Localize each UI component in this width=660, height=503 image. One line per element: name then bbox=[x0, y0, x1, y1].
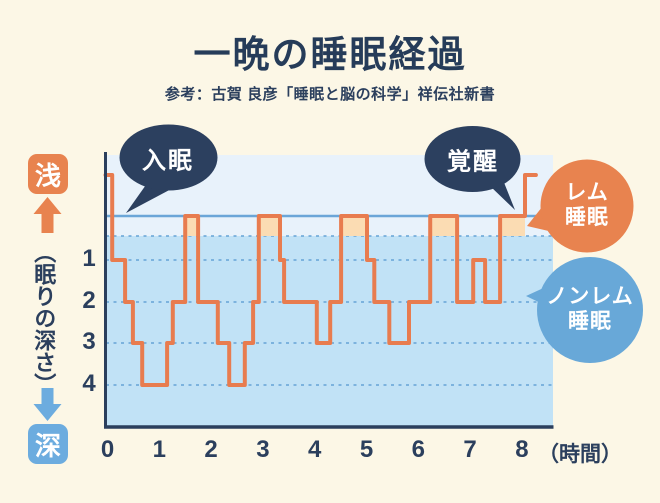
x-tick-label: 4 bbox=[308, 436, 322, 463]
chart-series-layer bbox=[103, 173, 553, 387]
x-tick-label: 1 bbox=[152, 436, 166, 463]
rem-sleep-label: レム 睡眠 bbox=[565, 181, 609, 229]
rem-highlight-fill bbox=[341, 216, 368, 236]
sleep-depth-step-line bbox=[103, 173, 538, 387]
arrow-up-shallow-icon bbox=[33, 197, 62, 233]
x-tick-label: 6 bbox=[411, 436, 425, 463]
rem-highlight-fill bbox=[258, 216, 280, 236]
time-axis-unit: （時間） bbox=[538, 443, 622, 466]
non-rem-sleep-bubble bbox=[526, 257, 643, 363]
sleep-onset-bubble bbox=[119, 124, 218, 213]
x-tick-label: 5 bbox=[359, 436, 374, 463]
x-tick-label: 7 bbox=[463, 436, 477, 463]
shallow-badge: 浅 bbox=[28, 154, 68, 194]
x-tick-label: 8 bbox=[515, 436, 529, 463]
sleep-onset-label: 入眠 bbox=[142, 147, 194, 175]
rem-sleep-bubble bbox=[527, 159, 634, 253]
x-tick-label: 2 bbox=[204, 436, 218, 463]
page-subtitle: 参考：古賀 良彦「睡眠と脳の科学」祥伝社新書 bbox=[164, 86, 496, 103]
awakening-label: 覚醒 bbox=[447, 148, 499, 176]
rem-highlight-fill bbox=[430, 216, 458, 236]
y-tick-label: 4 bbox=[82, 370, 96, 398]
rem-highlight-fill bbox=[500, 216, 526, 236]
rem-highlight-fill bbox=[185, 216, 199, 236]
y-tick-label: 3 bbox=[82, 328, 96, 356]
page-title: 一晩の睡眠経過 bbox=[193, 34, 467, 75]
non-rem-sleep-label: ノンレム 睡眠 bbox=[546, 285, 634, 333]
deep-badge: 深 bbox=[28, 424, 68, 464]
x-tick-label: 0 bbox=[100, 436, 115, 463]
awakening-bubble bbox=[424, 126, 521, 210]
depth-axis-title: （眠りの深さ） bbox=[31, 241, 57, 395]
y-tick-label: 1 bbox=[82, 245, 96, 273]
x-tick-label: 3 bbox=[256, 436, 270, 463]
arrow-down-deep-icon bbox=[33, 388, 62, 421]
y-tick-label: 2 bbox=[82, 287, 96, 315]
